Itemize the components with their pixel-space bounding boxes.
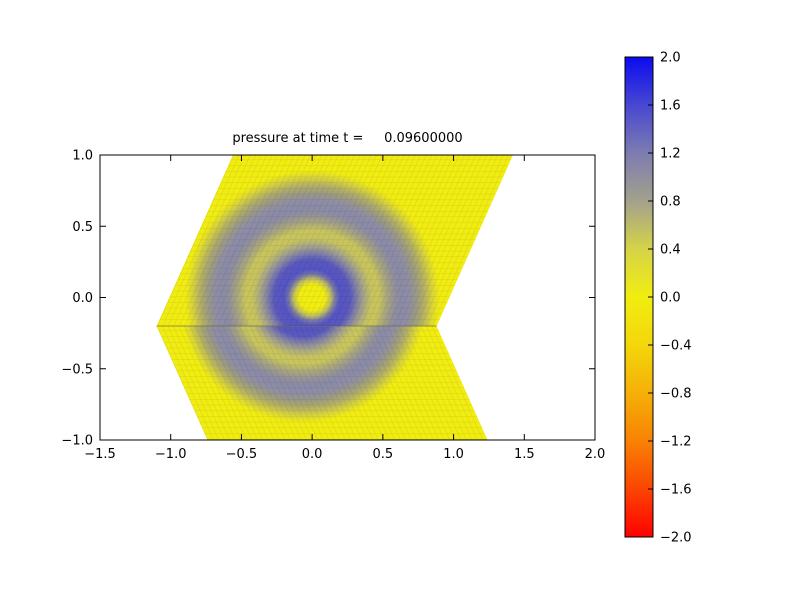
- colorbar-tick-label: −1.2: [660, 435, 692, 450]
- colorbar-tick-label: −1.6: [660, 483, 692, 498]
- colorbar-tick-label: 1.6: [660, 99, 681, 114]
- y-tick-label: 0.0: [72, 291, 93, 306]
- colorbar-tick-label: 1.2: [660, 147, 681, 162]
- colorbar-tick-label: 0.8: [660, 195, 681, 210]
- y-tick-label: −1.0: [61, 434, 93, 449]
- colorbar-tick-label: −2.0: [660, 531, 692, 546]
- colorbar-tick-label: −0.4: [660, 339, 692, 354]
- colorbar-tick-label: 2.0: [660, 51, 681, 66]
- y-tick-label: 0.5: [72, 220, 93, 235]
- colorbar-tick-label: 0.4: [660, 243, 681, 258]
- x-tick-label: −0.5: [226, 447, 258, 462]
- y-tick-label: −0.5: [61, 362, 93, 377]
- colorbar-tick-label: 0.0: [660, 291, 681, 306]
- x-tick-label: −1.0: [155, 447, 187, 462]
- x-tick-label: 1.0: [443, 447, 464, 462]
- y-tick-label: 1.0: [72, 149, 93, 164]
- x-tick-label: −1.5: [84, 447, 116, 462]
- x-tick-label: 0.0: [302, 447, 323, 462]
- colorbar-ticks: [648, 56, 653, 538]
- x-tick-label: 2.0: [585, 447, 606, 462]
- pressure-field-upper: [156, 155, 513, 327]
- x-tick-label: 0.5: [373, 447, 394, 462]
- axis-ticks: [99, 154, 596, 441]
- plot-title: pressure at time t = 0.09600000: [232, 131, 463, 146]
- colorbar-tick-label: −0.8: [660, 387, 692, 402]
- x-tick-label: 1.5: [514, 447, 535, 462]
- pressure-field-lower: [156, 326, 488, 440]
